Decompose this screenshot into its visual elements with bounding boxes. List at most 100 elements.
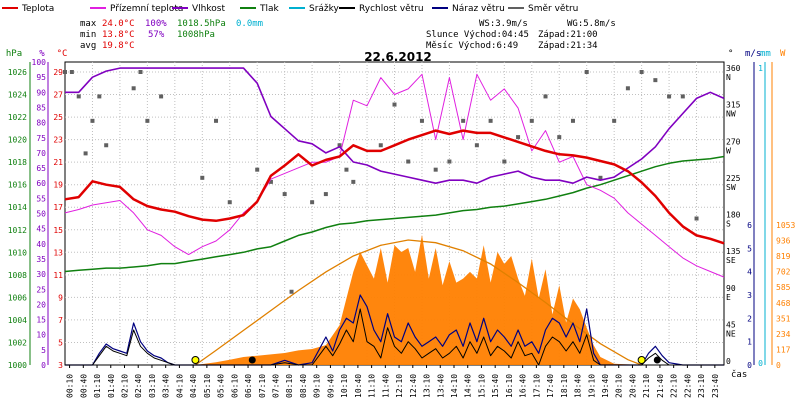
x-tick-label: 17:40 — [546, 374, 555, 398]
x-tick-label: 20:40 — [628, 374, 637, 398]
press-tick-label: 1006 — [8, 293, 27, 302]
hum-tick-label: 20 — [36, 300, 46, 309]
press-tick-label: 1014 — [8, 203, 27, 212]
axes: 00:10 00:40 01:10 01:40 02:10 02:40 03:10 03:40… — [6, 49, 796, 398]
stat-max-temp: 24.0°C — [102, 19, 135, 29]
temp-tick-label: 7 — [58, 316, 63, 325]
stat-min-label: min — [80, 30, 96, 40]
dir-sublabel: SW — [726, 183, 736, 192]
hum-tick-label: 40 — [36, 240, 46, 249]
x-tick-label: 06:40 — [244, 374, 253, 398]
temp-tick-label: 27 — [53, 91, 63, 100]
x-tick-label: 18:10 — [560, 374, 569, 398]
wind-direction-point — [378, 143, 383, 148]
series-wind-line — [65, 308, 724, 366]
moonrise-marker — [248, 356, 256, 364]
temp-tick-label: 21 — [53, 158, 63, 167]
wind-direction-point — [104, 143, 109, 148]
series-temp-line — [64, 129, 725, 245]
x-tick-label: 01:10 — [93, 374, 102, 398]
press-tick-label: 1020 — [8, 136, 27, 145]
hum-tick-label: 25 — [36, 285, 46, 294]
press-tick-label: 1002 — [8, 338, 27, 347]
hum-tick-label: 10 — [36, 331, 46, 340]
press-tick-label: 1010 — [8, 248, 27, 257]
stat-max-press: 1018.5hPa — [177, 19, 226, 29]
dir-tick-label: 315 — [726, 101, 741, 110]
dir-tick-label: 180 — [726, 211, 741, 220]
press-tick-label: 1016 — [8, 181, 27, 190]
chart-title: 22.6.2012 — [364, 50, 432, 64]
x-tick-label: 19:40 — [601, 374, 610, 398]
x-tick-label: 09:40 — [326, 374, 335, 398]
moonset-marker — [653, 356, 661, 364]
legend-label: Teplota — [21, 4, 54, 14]
x-tick-label: 07:40 — [272, 374, 281, 398]
stat-max-rain: 0.0mm — [236, 19, 263, 29]
solar-tick-label: 702 — [776, 268, 791, 277]
x-tick-label: 03:10 — [148, 374, 157, 398]
wind-direction-point — [570, 118, 575, 123]
x-tick-label: 02:10 — [120, 374, 129, 398]
dir-tick-label: 90 — [726, 284, 736, 293]
x-tick-label: 21:40 — [656, 374, 665, 398]
x-tick-label: 20:10 — [615, 374, 624, 398]
solar-tick-label: 234 — [776, 330, 791, 339]
wind-direction-point — [543, 94, 548, 99]
temp-tick-label: 15 — [53, 226, 63, 235]
dir-tick-label: 45 — [726, 320, 736, 329]
solar-tick-label: 468 — [776, 299, 791, 308]
wind-direction-point — [90, 118, 95, 123]
x-tick-label: 01:40 — [107, 374, 116, 398]
wind-direction-point — [639, 70, 644, 74]
hum-tick-label: 80 — [36, 119, 46, 128]
hum-tick-label: 45 — [36, 225, 46, 234]
hum-tick-label: 5 — [41, 346, 46, 355]
wind-direction-point — [516, 135, 521, 140]
press-axis-label: hPa — [6, 49, 22, 59]
wind-direction-point — [392, 102, 397, 107]
x-tick-label: 06:10 — [230, 374, 239, 398]
wind-direction-point — [145, 118, 150, 123]
temp-tick-label: 3 — [58, 361, 63, 370]
series-gust-line — [65, 294, 724, 366]
sunset-marker — [637, 356, 646, 364]
x-axis-label: čas — [731, 369, 747, 380]
x-tick-label: 05:40 — [217, 374, 226, 398]
wind-direction-point — [419, 118, 424, 123]
dir-axis-label: ° — [728, 49, 733, 59]
solar-tick-label: 819 — [776, 252, 791, 261]
legend-label: Směr větru — [528, 4, 578, 14]
x-tick-label: 12:10 — [395, 374, 404, 398]
wind-direction-point — [680, 94, 685, 99]
dir-sublabel: E — [726, 293, 731, 302]
wind-direction-point — [214, 118, 219, 123]
x-tick-label: 00:40 — [79, 374, 88, 398]
x-tick-label: 05:10 — [203, 374, 212, 398]
wind-direction-point — [488, 118, 493, 123]
wind-direction-point — [433, 167, 438, 172]
dir-tick-label: 270 — [726, 137, 741, 146]
wind-direction-point — [461, 118, 466, 123]
wind-direction-point — [474, 143, 479, 148]
wind-direction-point — [268, 179, 273, 184]
x-tick-label: 16:40 — [519, 374, 528, 398]
x-tick-label: 14:40 — [464, 374, 473, 398]
wind-tick-label: 4 — [747, 268, 752, 277]
x-tick-label: 16:10 — [505, 374, 514, 398]
stat-moonset: Západ:21:34 — [538, 41, 598, 51]
hum-tick-label: 60 — [36, 179, 46, 188]
temp-tick-label: 9 — [58, 293, 63, 302]
wind-tick-label: 1 — [747, 338, 752, 347]
hum-tick-label: 100 — [32, 58, 47, 67]
series-hum-line — [65, 67, 725, 184]
hum-tick-label: 90 — [36, 88, 46, 97]
temp-tick-label: 11 — [53, 271, 63, 280]
wind-direction-point — [625, 86, 630, 91]
x-tick-label: 22:10 — [670, 374, 679, 398]
press-tick-label: 1024 — [8, 91, 27, 100]
dir-sublabel: W — [726, 146, 731, 155]
temp-tick-label: 5 — [58, 338, 63, 347]
temp-axis-label: °C — [57, 49, 68, 59]
